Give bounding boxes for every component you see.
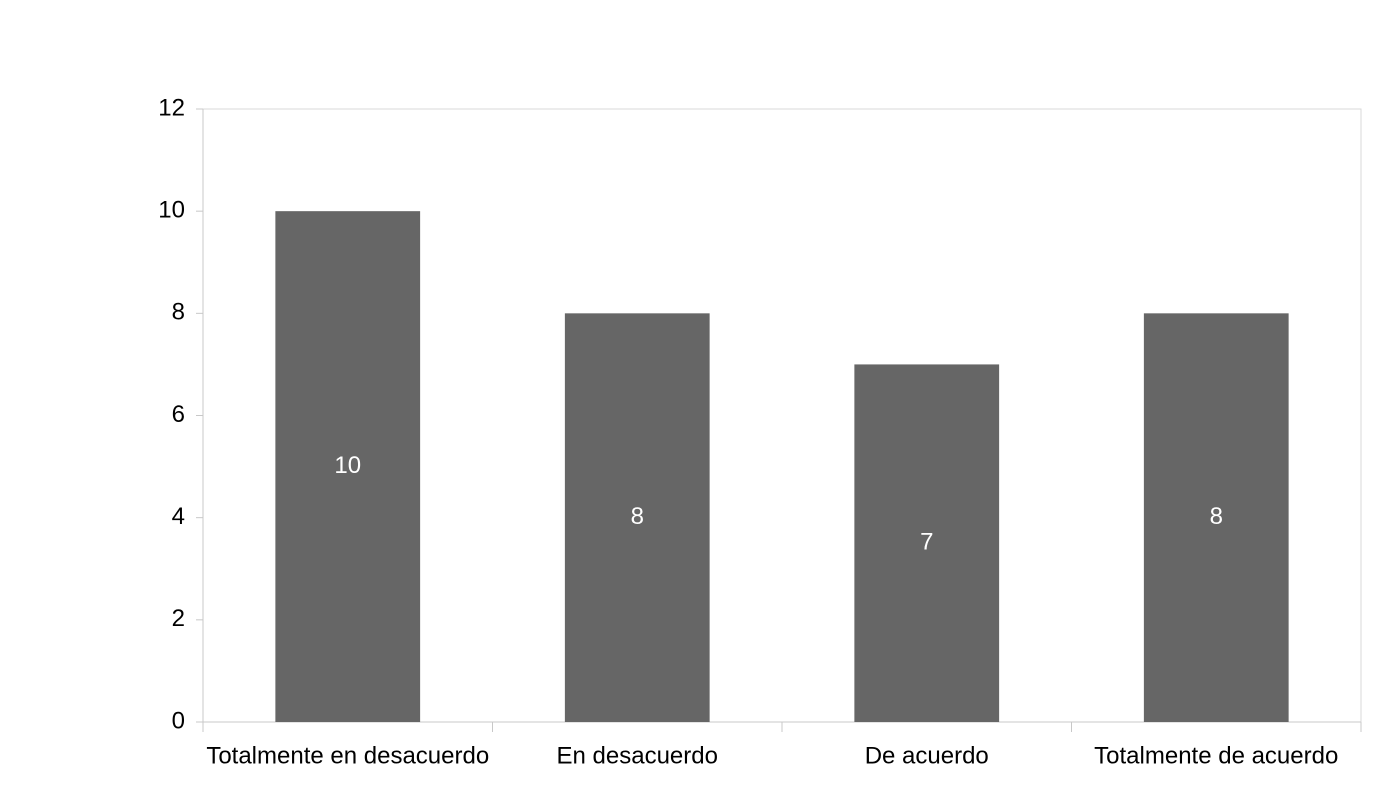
bar [854,364,1000,722]
data-label: 10 [334,452,361,479]
data-label: 8 [1210,503,1223,530]
y-tick-label: 2 [172,605,185,632]
x-tick-label: En desacuerdo [557,742,718,769]
y-tick-label: 8 [172,299,185,326]
y-tick-label: 10 [158,197,185,224]
y-tick-label: 0 [172,707,185,734]
y-tick-label: 12 [158,94,185,121]
data-label: 7 [920,529,933,556]
bar [564,313,710,722]
x-tick-label: Totalmente de acuerdo [1094,742,1338,769]
y-tick-label: 6 [172,401,185,428]
data-label: 8 [631,503,644,530]
x-tick-label: De acuerdo [865,742,989,769]
x-tick-label: Totalmente en desacuerdo [206,742,489,769]
bar [1143,313,1289,722]
bar [275,211,421,722]
y-tick-label: 4 [172,503,185,530]
